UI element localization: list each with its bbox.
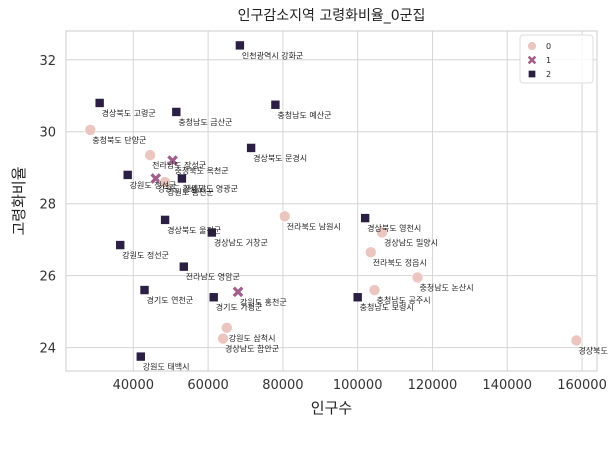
point-label: 전라북도 남원시 [287,221,341,231]
legend-label: 1 [546,56,551,65]
data-point [172,107,181,117]
data-point [376,226,388,239]
legend-marker [528,70,536,78]
point-label: 충청남도 보령시 [360,303,414,312]
x-tick-label: 160000 [557,378,607,393]
data-point [246,143,256,153]
data-point [411,271,424,284]
point-label: 충청남도 공주시 [377,296,431,305]
data-point [177,174,187,183]
data-point [364,246,377,259]
data-point [140,285,149,295]
y-tick-label: 30 [39,126,56,141]
data-point [207,228,217,237]
data-point [209,293,218,302]
legend-label: 2 [546,70,551,79]
data-point [179,262,188,271]
y-axis-ticks: 24 26 28 30 32 [39,54,56,357]
data-point [360,213,370,223]
y-tick-label: 26 [39,270,56,285]
legend-marker [527,55,537,65]
legend-box [519,34,594,84]
point-label: 강원도 홍천군 [167,187,214,197]
data-point [95,98,104,108]
point-label: 경상남도 밀양시 [384,237,438,247]
y-tick-label: 24 [39,342,56,357]
legend: 0 1 2 [519,34,594,84]
x-tick-label: 120000 [408,378,458,393]
data-point [368,284,381,296]
data-point [278,210,291,223]
point-label: 강원도 정선군 [130,180,177,190]
point-label: 전라북도 정읍시 [373,257,427,267]
data-point [116,240,125,250]
data-point [271,100,280,109]
point-label: 충청남도 예산군 [277,110,331,120]
data-point [570,334,583,347]
point-label: 전라남도 영암군 [186,272,240,282]
x-tick-label: 40000 [113,378,154,393]
data-point [232,286,244,298]
point-label: 강원도 태백시 [143,362,190,372]
legend-label: 0 [546,42,551,51]
point-label: 강원도 삼척시 [229,333,276,343]
data-point [167,155,178,166]
data-point [150,173,162,184]
data-point [123,170,132,180]
point-label: 전라남도 영광군 [184,184,238,194]
x-tick-label: 80000 [262,378,303,393]
x-axis-ticks: 40000 60000 80000 100000 120000 140000 160000 [113,378,607,393]
point-label: 경상북도 울진군 [167,225,221,235]
x-axis-title: 인구수 [311,399,352,417]
data-point [353,293,362,302]
point-label: 경상북도 고령군 [102,108,156,118]
data-point [160,215,170,225]
point-label: 경상남도 거창군 [214,237,268,247]
point-label: 전라남도 장성군 [152,160,206,170]
point-label: 경상북도 안동시 [578,345,610,355]
point-label: 충청북도 단양군 [92,135,146,145]
grid [66,31,597,371]
point-label: 강원도 정선군 [122,250,169,260]
x-tick-label: 100000 [333,378,383,393]
legend-marker [527,41,537,51]
data-point [235,41,245,50]
data-point [159,176,171,188]
point-label: 강원도 횡성군 [158,184,205,194]
plot-frame [65,30,598,372]
x-tick-label: 140000 [482,378,532,393]
y-axis-title: 고령화비율 [10,166,28,235]
data-point [217,332,229,345]
data-point [144,149,156,161]
point-label: 경상남도 함안군 [225,344,279,354]
data-points [84,41,583,361]
data-point [136,352,145,361]
y-tick-label: 28 [39,198,56,213]
data-point [220,322,233,334]
point-label: 경상북도 문경시 [253,153,307,163]
point-label: 충청남도 논산시 [420,282,474,292]
point-label: 충청북도 옥천군 [175,166,229,176]
x-tick-label: 60000 [187,378,228,393]
chart-title: 인구감소지역 고령화비율_0군집 [238,8,426,24]
point-label: 인천광역시 강화군 [242,50,303,60]
y-tick-label: 32 [39,54,56,69]
point-label: 경기도 연천군 [147,295,194,305]
data-point [84,124,97,136]
point-label: 충청남도 금산군 [178,117,232,127]
point-label: 경상북도 영천시 [367,223,421,233]
point-label: 경기도 가평군 [216,302,263,312]
point-label: 강원도 홍천군 [240,297,287,307]
